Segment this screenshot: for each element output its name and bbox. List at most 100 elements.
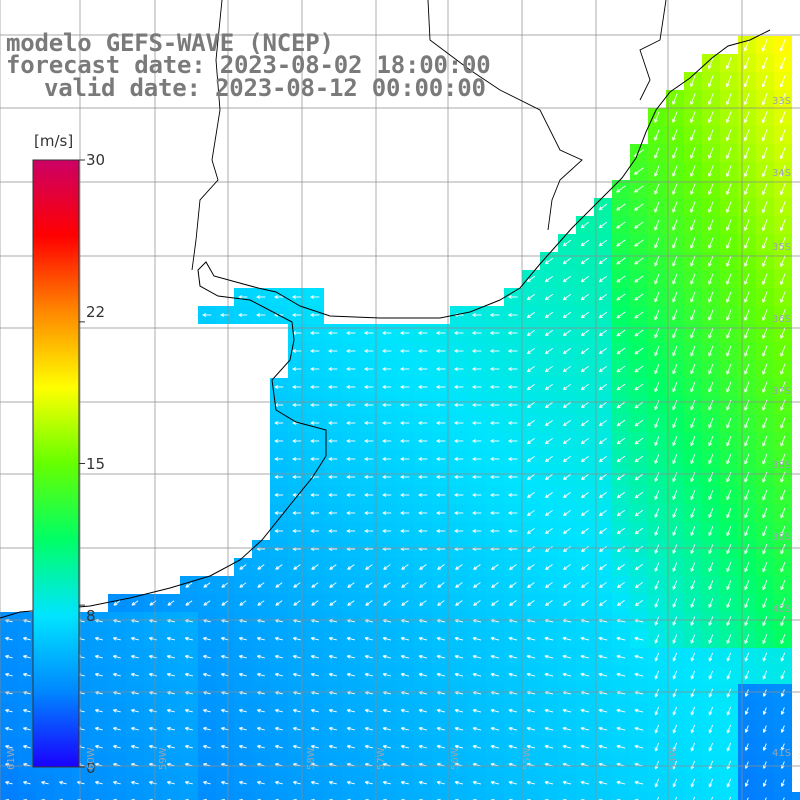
wind-arrow bbox=[418, 493, 428, 497]
wind-arrow bbox=[744, 489, 750, 501]
wind-arrow bbox=[418, 385, 428, 389]
wind-arrow bbox=[292, 457, 302, 461]
wind-arrow bbox=[634, 419, 644, 427]
wind-arrow bbox=[382, 403, 392, 407]
wind-arrow bbox=[780, 165, 786, 178]
wind-arrow bbox=[744, 616, 750, 626]
wind-arrow bbox=[400, 511, 410, 515]
wind-arrow bbox=[762, 147, 768, 160]
wind-arrow bbox=[779, 56, 786, 70]
wind-arrow bbox=[508, 636, 518, 641]
wind-arrow bbox=[454, 421, 464, 425]
wind-arrow bbox=[382, 654, 392, 659]
wind-arrow bbox=[383, 582, 391, 588]
wind-arrow bbox=[690, 255, 696, 267]
wind-arrow bbox=[762, 201, 768, 213]
wind-arrow bbox=[616, 455, 626, 463]
wind-arrow bbox=[346, 672, 355, 677]
wind-arrow bbox=[563, 510, 571, 517]
wind-arrow bbox=[672, 382, 678, 393]
wind-arrow bbox=[672, 580, 678, 590]
wind-arrow bbox=[436, 331, 446, 335]
wind-arrow bbox=[256, 708, 265, 713]
wind-arrow bbox=[726, 291, 732, 303]
wind-arrow bbox=[311, 582, 319, 588]
wind-arrow bbox=[780, 381, 786, 393]
wind-arrow bbox=[580, 708, 590, 713]
wind-arrow bbox=[672, 291, 678, 303]
wind-arrow bbox=[616, 185, 626, 193]
wind-arrow bbox=[418, 457, 428, 461]
wind-arrow bbox=[364, 672, 374, 677]
wind-arrow bbox=[527, 546, 535, 552]
wind-arrow bbox=[527, 564, 535, 570]
wind-arrow bbox=[634, 257, 644, 265]
wind-arrow bbox=[728, 796, 732, 800]
wind-arrow bbox=[762, 183, 768, 196]
wind-arrow bbox=[672, 327, 678, 339]
wind-arrow bbox=[580, 474, 589, 481]
wind-arrow bbox=[690, 580, 696, 590]
border-line bbox=[191, 0, 223, 271]
wind-arrow bbox=[744, 580, 750, 591]
wind-arrow bbox=[690, 562, 696, 572]
wind-arrow bbox=[762, 616, 768, 627]
wind-arrow bbox=[544, 365, 553, 373]
wind-arrow bbox=[347, 564, 355, 570]
wind-arrow bbox=[616, 563, 625, 571]
wind-arrow bbox=[580, 221, 590, 229]
wind-arrow bbox=[690, 544, 696, 554]
wind-arrow bbox=[310, 367, 320, 371]
wind-arrow bbox=[634, 563, 643, 571]
wind-arrow bbox=[346, 475, 356, 479]
wind-arrow bbox=[311, 564, 319, 570]
wind-arrow bbox=[780, 309, 786, 321]
wind-arrow bbox=[690, 309, 696, 321]
wind-arrow bbox=[690, 75, 696, 87]
wind-arrow bbox=[634, 599, 643, 607]
wind-arrow bbox=[95, 780, 103, 785]
wind-arrow bbox=[436, 367, 446, 371]
wind-arrow bbox=[708, 688, 714, 698]
wind-arrow bbox=[726, 598, 732, 608]
wind-arrow bbox=[672, 454, 678, 465]
wind-arrow bbox=[634, 311, 644, 319]
wind-arrow bbox=[491, 582, 499, 588]
wind-arrow bbox=[708, 219, 714, 231]
wind-arrow bbox=[634, 347, 644, 355]
wind-arrow bbox=[654, 454, 660, 464]
wind-arrow bbox=[598, 780, 608, 785]
wind-arrow bbox=[674, 796, 678, 800]
wind-arrow bbox=[616, 221, 626, 229]
wind-arrow bbox=[400, 493, 410, 497]
wind-arrow bbox=[490, 654, 500, 659]
wind-arrow bbox=[598, 383, 607, 391]
wind-arrow bbox=[490, 385, 500, 389]
wind-arrow bbox=[508, 780, 518, 785]
wind-arrow bbox=[382, 780, 391, 785]
wind-cell bbox=[432, 792, 450, 800]
wind-arrow bbox=[672, 129, 678, 141]
wind-arrow bbox=[526, 365, 535, 373]
wind-arrow bbox=[274, 780, 283, 785]
wind-arrow bbox=[563, 528, 571, 535]
wind-arrow bbox=[292, 636, 301, 641]
wind-arrow bbox=[599, 600, 607, 606]
wind-arrow bbox=[454, 439, 464, 443]
wind-arrow bbox=[203, 582, 211, 588]
wind-arrow bbox=[562, 293, 572, 301]
wind-arrow bbox=[779, 74, 786, 88]
wind-arrow bbox=[418, 511, 428, 515]
wind-cell bbox=[288, 792, 306, 800]
wind-arrow bbox=[598, 239, 608, 247]
wind-cell bbox=[126, 792, 144, 800]
wind-arrow bbox=[418, 672, 428, 677]
wind-arrow bbox=[130, 654, 139, 659]
wind-arrow bbox=[112, 636, 121, 641]
wind-arrow bbox=[708, 327, 714, 339]
wind-arrow bbox=[672, 652, 678, 662]
wind-arrow bbox=[545, 474, 553, 481]
wind-arrow bbox=[203, 744, 211, 749]
wind-arrow bbox=[346, 708, 355, 713]
wind-arrow bbox=[328, 349, 338, 353]
